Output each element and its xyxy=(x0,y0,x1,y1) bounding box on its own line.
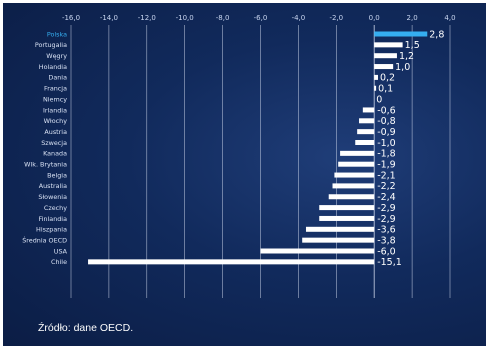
bar xyxy=(334,172,375,178)
category-label: Niemcy xyxy=(43,95,67,103)
value-label: -15,1 xyxy=(377,257,402,268)
value-label: -1,8 xyxy=(377,149,396,160)
bar xyxy=(319,205,375,211)
value-label: -0,9 xyxy=(377,127,396,138)
bar xyxy=(374,53,397,59)
category-label: Węgry xyxy=(46,52,67,60)
bar xyxy=(88,259,375,265)
category-label: Australia xyxy=(39,182,67,190)
bar xyxy=(357,129,375,135)
x-tick-label: 4,0 xyxy=(444,14,455,22)
category-label: Kanada xyxy=(43,150,67,158)
value-label: -1,0 xyxy=(377,138,396,149)
bar xyxy=(374,74,378,80)
bar xyxy=(260,248,375,254)
x-tick-label: -6,0 xyxy=(254,14,268,22)
source-note: Źródło: dane OECD. xyxy=(38,322,134,334)
category-label: Hiszpania xyxy=(36,226,67,234)
value-label: -0,8 xyxy=(377,116,396,127)
category-label: Włochy xyxy=(44,117,68,125)
bar xyxy=(305,226,375,232)
category-label: Wlk. Brytania xyxy=(24,161,67,169)
value-label: -1,9 xyxy=(377,160,396,171)
x-tick-label: -14,0 xyxy=(100,14,118,22)
category-label: Austria xyxy=(44,128,67,136)
category-label: Finlandia xyxy=(38,215,67,223)
bar xyxy=(374,31,428,37)
value-label: -2,9 xyxy=(377,203,396,214)
category-label: Francja xyxy=(44,85,67,93)
x-tick-label: -16,0 xyxy=(62,14,80,22)
value-label: -2,4 xyxy=(377,192,396,203)
bar xyxy=(340,150,375,156)
bar xyxy=(302,237,375,243)
value-label: -3,8 xyxy=(377,235,396,246)
x-tick-label: -10,0 xyxy=(176,14,194,22)
x-tick-label: 2,0 xyxy=(407,14,418,22)
x-tick-label: -4,0 xyxy=(292,14,306,22)
category-label: Słowenia xyxy=(38,193,67,201)
x-tick-label: 0,0 xyxy=(369,14,380,22)
category-label: Holandia xyxy=(39,63,67,71)
bar xyxy=(328,194,375,200)
bar xyxy=(338,161,375,167)
value-label: -3,6 xyxy=(377,225,396,236)
value-label: -2,2 xyxy=(377,181,396,192)
category-label: USA xyxy=(54,247,68,255)
bar xyxy=(359,118,375,124)
bar xyxy=(319,215,375,221)
category-label: Dania xyxy=(48,74,67,82)
category-label: Szwecja xyxy=(41,139,67,147)
bar-chart: -16,0 -14,0 -12,0 -10,0 -8,0 -6,0 -4,0 -2,0 0,0 2… xyxy=(22,14,456,298)
bar xyxy=(374,42,403,48)
value-label: -6,0 xyxy=(377,246,396,257)
bar xyxy=(374,85,377,91)
category-label: Portugalia xyxy=(35,41,67,49)
value-label: -2,9 xyxy=(377,214,396,225)
chart-panel: -16,0 -14,0 -12,0 -10,0 -8,0 -6,0 -4,0 -2,0 0,0 2… xyxy=(3,3,486,346)
bar xyxy=(355,140,375,145)
bar xyxy=(362,107,375,113)
value-label: 0 xyxy=(376,94,382,105)
value-label: 1,2 xyxy=(399,51,414,62)
category-label: Średnia OECD xyxy=(22,235,67,244)
value-label: 1,5 xyxy=(405,40,420,51)
category-label: Chile xyxy=(51,258,67,266)
category-label: Irlandia xyxy=(43,106,67,114)
category-label: Polska xyxy=(47,30,67,38)
x-tick-label: -8,0 xyxy=(216,14,230,22)
value-label: 1,0 xyxy=(395,62,410,73)
x-tick-label: -12,0 xyxy=(138,14,156,22)
value-label: 2,8 xyxy=(429,29,444,40)
bar xyxy=(374,64,394,70)
x-tick-label: -2,0 xyxy=(329,14,343,22)
category-label: Belgia xyxy=(47,171,67,179)
value-label: 0,1 xyxy=(378,84,393,95)
category-label: Czechy xyxy=(44,204,67,212)
value-label: 0,2 xyxy=(380,73,395,84)
value-label: -2,1 xyxy=(377,170,396,181)
value-label: -0,6 xyxy=(377,105,396,116)
bar xyxy=(332,183,375,189)
